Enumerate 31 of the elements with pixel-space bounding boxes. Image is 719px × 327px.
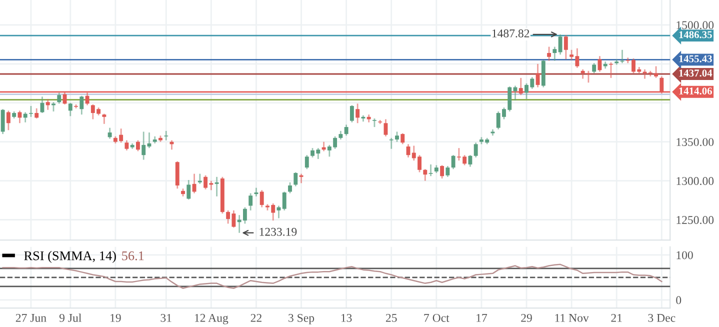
series-label: RSI (SMMA, 14)	[24, 250, 116, 263]
line-series	[2, 264, 662, 289]
x-tick-label: 9 Jul	[59, 314, 82, 322]
y-tick-label: 1350.00	[676, 138, 714, 146]
y-tick-label: 1300.00	[676, 177, 714, 186]
y-tick-label: 1500.00	[676, 21, 714, 30]
candlestick	[648, 70, 652, 78]
x-tick-label: 13	[341, 314, 352, 322]
annotation: 56.1	[122, 251, 144, 260]
x-tick-label: 29	[521, 314, 532, 322]
x-tick-label: 3 Sep	[288, 314, 314, 324]
ref-line-label: 1414.06	[679, 87, 712, 95]
annotation: 1233.19	[260, 228, 297, 236]
y-tick-label: 1250.00	[676, 216, 714, 224]
x-tick-label: 12 Aug	[194, 314, 228, 324]
y-tick-label: 100	[676, 251, 693, 260]
ref-line-label: 1437.04	[679, 70, 712, 77]
x-tick-label: 7 Oct	[424, 314, 450, 322]
annotation: 1487.82	[492, 29, 530, 38]
x-tick-label: 21	[611, 314, 622, 322]
x-tick-label: 22	[250, 314, 262, 322]
x-tick-label: 17	[476, 314, 488, 322]
x-tick-label: 27 Jun	[16, 314, 46, 322]
x-tick-label: 25	[386, 314, 397, 322]
ref-line-label: 1455.43	[679, 55, 712, 62]
x-tick-label: 11 Nov	[555, 314, 589, 322]
ref-line-label: 1486.35	[679, 31, 712, 38]
x-tick-label: 19	[110, 314, 121, 322]
x-tick-label: 3 Dec	[648, 314, 676, 322]
y-tick-label: 0	[676, 296, 682, 304]
x-tick-label: 31	[160, 314, 172, 322]
